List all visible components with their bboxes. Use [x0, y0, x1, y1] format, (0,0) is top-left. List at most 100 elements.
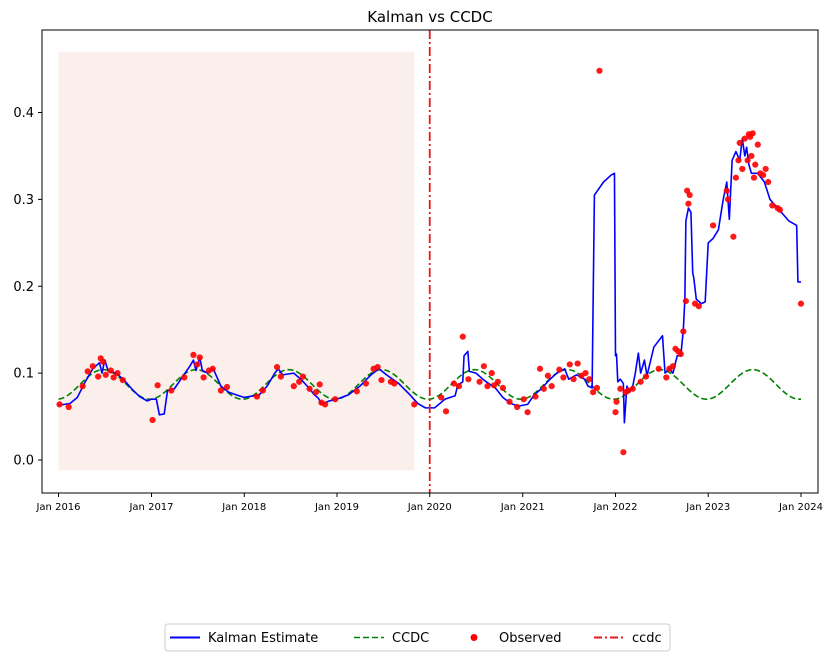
observed-point [488, 370, 495, 377]
observed-point [480, 363, 487, 370]
observed-point [695, 303, 702, 310]
observed-point [677, 350, 684, 358]
observed-point [642, 373, 650, 380]
observed-point [168, 387, 175, 394]
observed-point [217, 387, 224, 394]
observed-point [769, 202, 776, 209]
x-tick-label: Jan 2024 [778, 502, 823, 513]
y-tick-label: 0.0 [13, 453, 34, 468]
observed-point [709, 222, 717, 229]
observed-point [762, 165, 769, 173]
observed-point [102, 371, 109, 378]
x-tick-label: Jan 2016 [35, 502, 80, 513]
observed-point [353, 388, 360, 395]
y-tick-label: 0.3 [13, 193, 34, 208]
observed-point [196, 354, 203, 361]
observed-point [514, 403, 521, 411]
legend-ccdc-label: CCDC [392, 631, 429, 646]
observed-point [524, 409, 531, 416]
observed-point [374, 363, 381, 371]
x-tick-label: Jan 2018 [221, 502, 266, 513]
observed-point [560, 374, 567, 381]
observed-point [686, 191, 693, 199]
observed-point [110, 374, 117, 381]
observed-point [107, 367, 114, 374]
observed-point [582, 370, 589, 377]
observed-point [56, 401, 63, 408]
x-tick-label: Jan 2022 [592, 502, 637, 513]
x-tick-label: Jan 2021 [500, 502, 545, 513]
observed-point [273, 363, 281, 371]
observed-point [620, 449, 627, 456]
observed-point [750, 174, 758, 181]
observed-point [455, 383, 463, 390]
observed-point [732, 174, 740, 181]
observed-point [459, 333, 466, 340]
observed-point [506, 398, 513, 405]
observed-point [570, 376, 577, 383]
observed-point [465, 376, 472, 383]
observed-point [194, 361, 201, 368]
legend-kalman-label: Kalman Estimate [208, 631, 318, 646]
observed-point [730, 233, 737, 240]
observed-point [617, 385, 624, 392]
observed-point [442, 408, 450, 415]
observed-point [114, 370, 121, 377]
observed-point [739, 165, 746, 173]
observed-point [593, 384, 601, 391]
observed-point [754, 141, 761, 148]
observed-point [450, 380, 457, 387]
observed-point [760, 171, 767, 179]
observed-point [752, 161, 759, 168]
observed-point [629, 385, 636, 392]
observed-point [378, 376, 385, 384]
observed-point [494, 378, 501, 385]
observed-point [612, 409, 619, 416]
observed-point [556, 366, 563, 373]
x-tick-label: Jan 2023 [685, 502, 730, 513]
observed-point [637, 378, 644, 385]
observed-point [190, 351, 197, 358]
observed-point [306, 385, 313, 392]
observed-point [574, 360, 581, 367]
observed-point [362, 380, 370, 387]
axis-ticks: Jan 2016 Jan 2017 Jan 2018 Jan 2019 Jan 2020… [13, 106, 823, 513]
observed-point [536, 365, 544, 372]
shaded-region [58, 51, 415, 471]
observed-point [544, 372, 552, 379]
x-tick-label: Jan 2019 [314, 502, 359, 513]
observed-point [566, 361, 573, 368]
observed-point [321, 401, 329, 408]
observed-point [797, 300, 805, 307]
observed-point [411, 401, 418, 408]
observed-point [223, 383, 231, 391]
observed-point [724, 196, 732, 203]
observed-point [149, 416, 156, 424]
observed-point [685, 200, 692, 207]
observed-point [540, 385, 547, 392]
plot-content [56, 51, 805, 471]
observed-point [316, 381, 323, 388]
legend-observed-swatch [470, 634, 478, 641]
observed-point [312, 389, 320, 396]
observed-point [532, 393, 539, 400]
observed-point [209, 365, 216, 372]
observed-point [596, 67, 603, 74]
observed-point [586, 376, 593, 383]
observed-point [669, 363, 677, 370]
y-tick-label: 0.1 [13, 367, 34, 382]
observed-point [748, 152, 755, 160]
observed-point [65, 403, 72, 411]
observed-point [438, 394, 445, 401]
y-tick-label: 0.4 [13, 106, 34, 121]
observed-point [259, 387, 266, 394]
observed-point [749, 130, 756, 137]
observed-point [520, 396, 527, 403]
legend-observed-label: Observed [499, 631, 562, 646]
observed-point [736, 139, 743, 147]
observed-point [744, 157, 751, 164]
observed-point [680, 328, 687, 335]
observed-point [154, 382, 161, 389]
observed-point [119, 376, 126, 384]
